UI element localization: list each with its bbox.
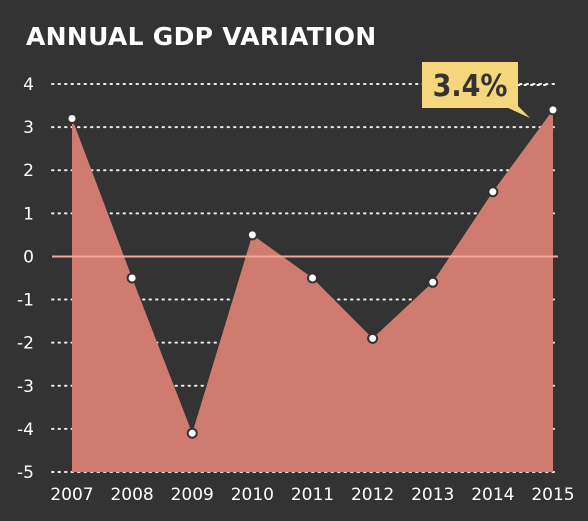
area-series — [72, 109, 553, 472]
x-tick-label: 2013 — [411, 485, 454, 505]
y-tick-label: -5 — [17, 463, 34, 483]
y-tick-label: -3 — [17, 377, 34, 397]
x-tick-label: 2014 — [471, 485, 514, 505]
y-tick-label: -2 — [17, 334, 34, 354]
data-point-2013 — [427, 276, 439, 288]
y-tick-label: 2 — [23, 161, 34, 181]
y-tick-label: 3 — [23, 118, 34, 138]
data-point-2009 — [186, 427, 198, 439]
y-tick-label: 1 — [23, 204, 34, 224]
y-tick-label: -4 — [17, 420, 34, 440]
callout-box — [422, 62, 518, 108]
value-callout: 3.4% — [422, 62, 548, 118]
data-point-2014 — [487, 186, 499, 198]
x-tick-label: 2007 — [50, 485, 93, 505]
x-tick-label: 2015 — [531, 485, 574, 505]
y-tick-label: -1 — [17, 291, 34, 311]
x-axis-ticks: 2007 2008 2009 2010 2011 2012 2013 2014 2015 — [50, 485, 574, 505]
data-point-2011 — [307, 272, 318, 284]
data-points — [66, 104, 559, 439]
data-point-2008 — [126, 272, 138, 284]
x-tick-label: 2009 — [171, 485, 214, 505]
callout-label: 3.4% — [433, 69, 508, 104]
data-point-2012 — [367, 332, 379, 344]
data-point-2007 — [66, 112, 78, 124]
x-tick-label: 2008 — [110, 485, 153, 505]
chart-title: ANNUAL GDP VARIATION — [26, 22, 377, 51]
data-point-2010 — [246, 229, 258, 241]
y-tick-label: 0 — [23, 247, 34, 267]
x-tick-label: 2010 — [231, 485, 274, 505]
y-axis-ticks: 4 3 2 1 0 -1 -2 -3 -4 -5 — [17, 75, 34, 483]
data-point-2015 — [547, 104, 559, 116]
x-tick-label: 2011 — [291, 485, 334, 505]
area-fill — [72, 109, 553, 472]
y-tick-label: 4 — [23, 75, 34, 95]
x-tick-label: 2012 — [351, 485, 394, 505]
callout-pointer — [504, 106, 530, 118]
